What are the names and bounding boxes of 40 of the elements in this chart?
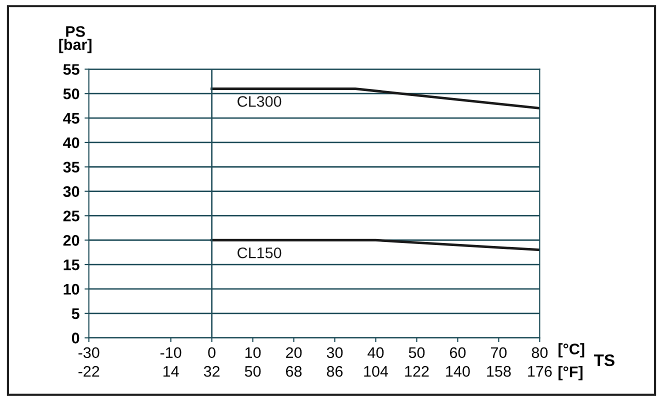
y-tick-label: 35: [63, 162, 80, 173]
x2-tick-label: 104: [364, 366, 388, 377]
text: [°F]: [558, 366, 582, 380]
y-tick-label: 30: [63, 186, 80, 197]
y-tick-label: 15: [64, 260, 80, 270]
x2-tick-label: -22: [78, 366, 100, 377]
x-tick-label: 80: [532, 347, 548, 358]
y-tick-label: 45: [63, 113, 80, 124]
x-tick-label: 70: [490, 347, 507, 358]
x-tick-label: 0: [208, 347, 216, 358]
x-tick-label: 10: [245, 347, 261, 358]
y-tick-label: 10: [64, 284, 80, 295]
x2-tick-label: 14: [163, 366, 179, 377]
x2-tick-label: 158: [487, 366, 511, 377]
x-tick-label: 30: [326, 347, 343, 358]
y-axis-title: PS [bar]: [59, 26, 92, 54]
x-tick-label: -10: [160, 347, 182, 358]
x2-tick-label: 50: [244, 366, 261, 377]
x-tick-label: 50: [408, 347, 425, 358]
x2-tick-label: 176: [528, 366, 552, 377]
y-tick-label: 0: [72, 332, 80, 344]
x-tick-label: 40: [368, 347, 384, 358]
x2-tick-label: 32: [204, 366, 220, 377]
x2-tick-label: 68: [286, 366, 302, 377]
y-tick-label: 55: [63, 64, 80, 75]
y-tick-label: 50: [63, 88, 80, 100]
x-axis-title: TS: [594, 354, 614, 366]
y-tick-label: 25: [63, 210, 80, 222]
x-tick-label: 60: [450, 347, 466, 358]
x2-tick-label: 122: [405, 366, 429, 377]
y-tick-label: 40: [63, 137, 80, 148]
series-label: CL300: [238, 96, 282, 107]
series-label: CL150: [238, 247, 282, 258]
y-tick-label: 5: [72, 308, 80, 320]
text: [°C]: [558, 343, 584, 358]
x-tick-label: 20: [286, 347, 302, 358]
y-tick-label: 20: [63, 235, 80, 246]
x-tick-label: -30: [78, 347, 100, 358]
x2-tick-label: 86: [326, 366, 343, 377]
x2-tick-label: 140: [446, 366, 470, 377]
